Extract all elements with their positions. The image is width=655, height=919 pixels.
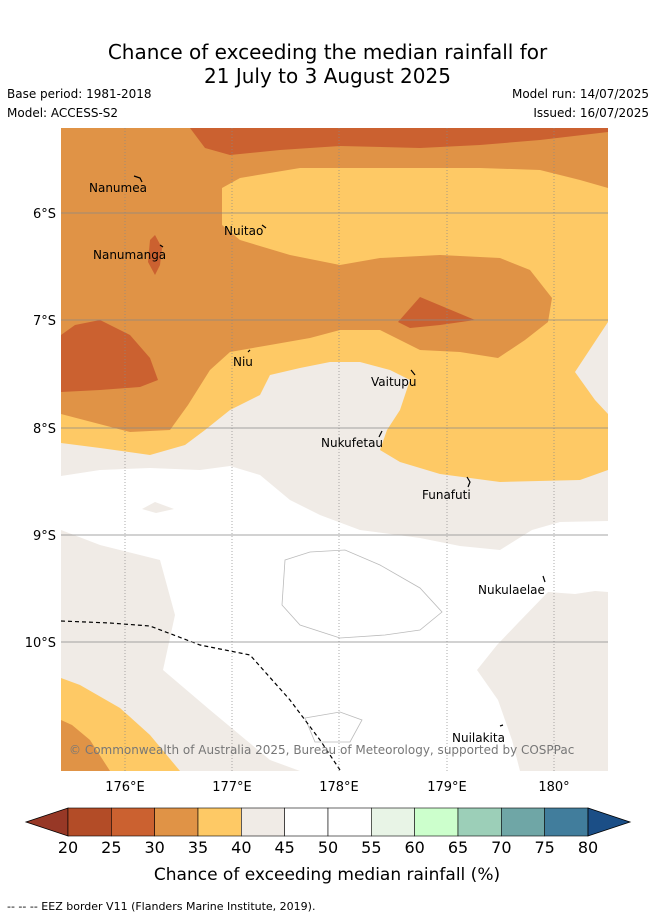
contour-band-40-45-se (477, 591, 608, 771)
island-nanumea (133, 175, 143, 183)
place-label-nanumanga: Nanumanga (93, 248, 166, 262)
contour-band-30-35 (61, 128, 608, 432)
lat-label-7s: 7°S (33, 314, 56, 329)
lat-label-6s: 6°S (33, 207, 56, 222)
contour-band-25-30-west (61, 320, 158, 392)
base-period: Base period: 1981-2018 (7, 87, 152, 101)
copyright-notice: © Commonwealth of Australia 2025, Bureau… (69, 743, 574, 757)
colorbar-segment (241, 807, 285, 837)
colorbar-label: Chance of exceeding median rainfall (%) (154, 865, 500, 885)
issued-date: Issued: 16/07/2025 (533, 106, 649, 120)
contour-small-patch (142, 502, 174, 513)
place-label-nukulaelae: Nukulaelae (478, 583, 545, 597)
island-nanumanga (159, 244, 164, 248)
colorbar-segment (414, 807, 459, 837)
colorbar-tick-label: 45 (274, 838, 294, 857)
lat-label-10s: 10°S (25, 636, 56, 651)
colorbar-tick-label: 75 (534, 838, 554, 857)
island-nukufetau (378, 430, 383, 438)
model-name: Model: ACCESS-S2 (7, 106, 119, 120)
colorbar-segment (284, 807, 329, 837)
colorbar-over-arrow (587, 807, 632, 837)
place-label-funafuti: Funafuti (422, 488, 471, 502)
lon-label-179e: 179°E (427, 780, 467, 795)
colorbar-segment (501, 807, 545, 837)
island-nuilakita (499, 724, 504, 727)
colorbar-segment (544, 807, 589, 837)
colorbar-segments (67, 807, 589, 837)
place-label-vaitupu: Vaitupu (371, 375, 417, 389)
colorbar-segment (371, 807, 415, 837)
graticule (61, 128, 608, 771)
colorbar-tick-label: 35 (188, 838, 208, 857)
colorbar-ticks: 20 25 30 35 40 45 50 55 60 65 70 75 80 (58, 838, 598, 857)
island-nukulaelae (542, 575, 546, 583)
colorbar-segment (327, 807, 372, 837)
contour-band-30-35-south (61, 720, 110, 771)
lon-label-178e: 178°E (319, 780, 359, 795)
eez-legend-note: -- -- -- EEZ border V11 (Flanders Marine… (7, 900, 316, 913)
latitude-labels: 6°S 7°S 8°S 9°S 10°S (25, 207, 56, 651)
contour-line-south (304, 711, 363, 743)
island-niu (247, 349, 251, 353)
colorbar-tick-label: 30 (144, 838, 164, 857)
lat-label-9s: 9°S (33, 529, 56, 544)
colorbar-tick-label: 55 (361, 838, 381, 857)
lat-label-8s: 8°S (33, 422, 56, 437)
colorbar-under-arrow (24, 807, 69, 837)
colorbar-segment (111, 807, 155, 837)
title-line-2: 21 July to 3 August 2025 (204, 64, 451, 88)
colorbar-segment (197, 807, 242, 837)
colorbar-tick-label: 25 (101, 838, 121, 857)
rainfall-probability-field (61, 128, 608, 771)
contour-line-central (281, 549, 443, 639)
island-funafuti (466, 476, 471, 488)
colorbar-tick-label: 20 (58, 838, 78, 857)
colorbar-tick-label: 60 (404, 838, 424, 857)
contour-band-25-30-island (148, 235, 162, 275)
colorbar-tick-label: 50 (318, 838, 338, 857)
longitude-labels: 176°E 177°E 178°E 179°E 180° (105, 780, 569, 795)
contour-band-25-30-north (190, 128, 608, 155)
place-label-nuitao: Nuitao (224, 224, 263, 238)
colorbar-tick-label: 70 (491, 838, 511, 857)
place-label-nukufetau: Nukufetau (321, 436, 383, 450)
colorbar: 20 25 30 35 40 45 50 55 60 65 70 75 80 Chance of exc… (24, 807, 632, 885)
island-vaitupu (410, 369, 416, 376)
colorbar-tick-label: 80 (578, 838, 598, 857)
place-labels: Nanumea Nuitao Nanumanga Niu Vaitupu Nuk… (89, 181, 545, 745)
colorbar-segment (154, 807, 199, 837)
place-label-nanumea: Nanumea (89, 181, 147, 195)
colorbar-segment (67, 807, 112, 837)
colorbar-tick-label: 65 (448, 838, 468, 857)
title-line-1: Chance of exceeding the median rainfall … (107, 40, 548, 64)
colorbar-tick-label: 40 (231, 838, 251, 857)
colorbar-segment (457, 807, 502, 837)
eez-border (61, 620, 341, 771)
island-nuitao (261, 224, 267, 229)
lon-label-180: 180° (538, 780, 569, 795)
map-title: Chance of exceeding the median rainfall … (0, 40, 655, 88)
place-label-nuilakita: Nuilakita (452, 731, 505, 745)
lon-label-177e: 177°E (212, 780, 252, 795)
island-outlines (133, 175, 546, 727)
model-run: Model run: 14/07/2025 (511, 87, 649, 101)
place-label-niu: Niu (233, 355, 253, 369)
lon-label-176e: 176°E (105, 780, 145, 795)
